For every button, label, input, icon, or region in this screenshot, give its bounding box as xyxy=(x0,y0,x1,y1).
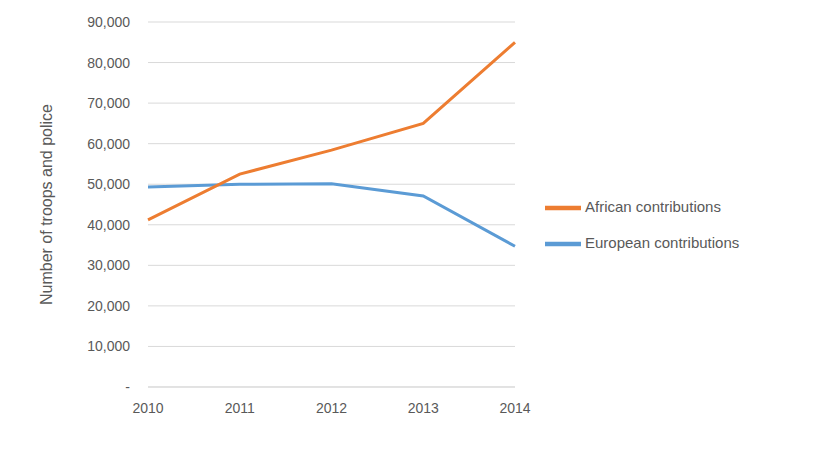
html-text:European contributions: European contributions xyxy=(585,234,740,251)
svg-text:2010: 2010 xyxy=(132,400,163,416)
svg-text:10,000: 10,000 xyxy=(87,338,130,354)
svg-text:2013: 2013 xyxy=(408,400,439,416)
svg-text:2014: 2014 xyxy=(499,400,530,416)
svg-text:60,000: 60,000 xyxy=(87,136,130,152)
svg-text:20,000: 20,000 xyxy=(87,298,130,314)
svg-text:40,000: 40,000 xyxy=(87,217,130,233)
svg-text:30,000: 30,000 xyxy=(87,257,130,273)
svg-text:50,000: 50,000 xyxy=(87,176,130,192)
svg-text:90,000: 90,000 xyxy=(87,14,130,30)
svg-text:-: - xyxy=(125,379,130,395)
svg-text:2012: 2012 xyxy=(316,400,347,416)
svg-text:80,000: 80,000 xyxy=(87,55,130,71)
html-text:African contributions: African contributions xyxy=(585,198,721,215)
svg-text:Number of troops and police: Number of troops and police xyxy=(38,104,55,305)
svg-text:2011: 2011 xyxy=(225,400,255,416)
svg-text:70,000: 70,000 xyxy=(87,95,130,111)
